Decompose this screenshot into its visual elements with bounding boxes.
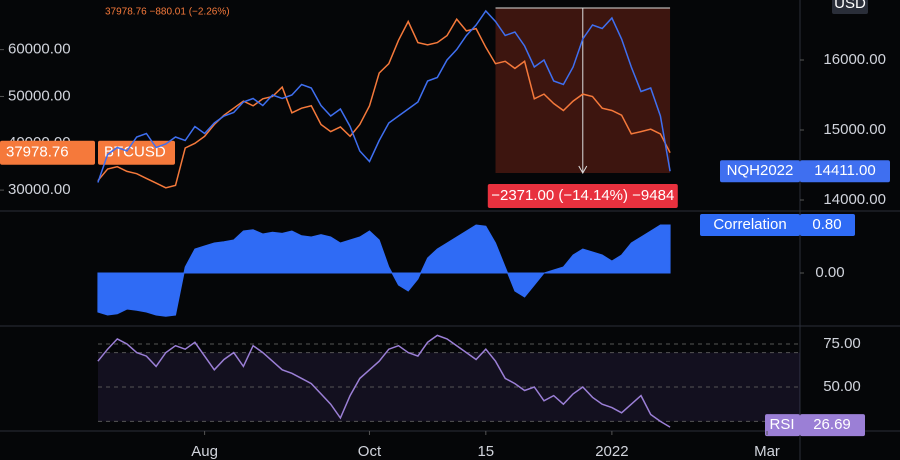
y-tick-label: 50000.00 (8, 87, 71, 104)
y-tick-label: 15000.00 (823, 121, 886, 138)
measure-arrow-head (578, 165, 588, 175)
series-name: BTCUSD (104, 144, 166, 161)
y-tick-label: 16000.00 (823, 51, 886, 68)
series-line (97, 17, 671, 189)
series-line (97, 334, 671, 428)
y-tick-label: 75.00 (823, 335, 861, 352)
last-value-box (0, 140, 95, 165)
series-name: NQH2022 (727, 162, 794, 179)
y-tick-label: 14000.00 (823, 191, 886, 208)
last-value: 26.69 (813, 416, 851, 433)
unit-label: USD (834, 0, 866, 12)
last-value-box (800, 214, 855, 237)
last-value: 0.80 (812, 216, 841, 233)
y-tick-label: 60000.00 (8, 41, 71, 58)
series-name-box (700, 214, 800, 237)
y-tick-label: 50.00 (823, 378, 861, 395)
x-tick-label: Mar (754, 443, 780, 460)
measure-label: −2371.00 (−14.14%) −9484 (491, 187, 674, 204)
legend-annotation: 37978.76 −880.01 (−2.26%) (105, 7, 230, 18)
last-value-box (800, 160, 890, 183)
last-value: 14411.00 (814, 162, 875, 179)
y-tick-label: 30000.00 (8, 181, 71, 198)
series-name: Correlation (713, 216, 786, 233)
unit-label-box (832, 0, 868, 14)
x-tick-label: 2022 (595, 443, 628, 460)
series-line (97, 9, 671, 183)
x-tick-label: 15 (477, 443, 494, 460)
series-name: RSI (769, 416, 794, 433)
measure-label-box (487, 184, 678, 208)
x-tick-label: Oct (358, 443, 382, 460)
last-value-box (800, 414, 865, 437)
series-name-box (720, 160, 800, 183)
correlation-area (97, 224, 671, 317)
x-tick-label: Aug (191, 443, 218, 460)
y-tick-label: 0.00 (815, 264, 844, 281)
series-name-box (765, 414, 800, 437)
last-value: 37978.76 (6, 144, 69, 161)
